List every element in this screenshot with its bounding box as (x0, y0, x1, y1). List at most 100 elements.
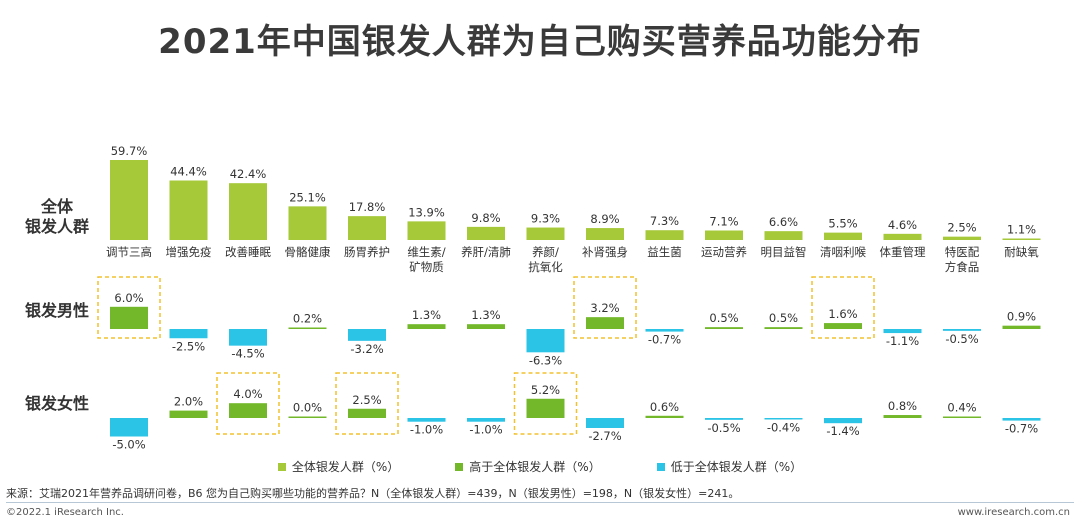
bar-above-female (943, 416, 981, 418)
data-label-male: 1.6% (828, 307, 857, 321)
bar-above-male (1002, 325, 1041, 329)
bar-above-female (348, 408, 386, 418)
data-label-female: -0.4% (767, 421, 800, 435)
row-label: 银发女性 (25, 394, 89, 413)
bar-overall (348, 216, 386, 240)
data-label-overall: 44.4% (170, 165, 207, 179)
data-label-female: 4.0% (233, 387, 262, 401)
footer-divider (6, 502, 1074, 503)
data-label-female: -1.4% (826, 424, 859, 438)
highlight-box (513, 372, 578, 435)
bar-below-male (169, 329, 208, 339)
data-label-female: 5.2% (531, 383, 560, 397)
category-label: 肠胃养护 (344, 245, 390, 259)
category-label: 益生菌 (647, 245, 682, 259)
category-label: 增强免疫 (166, 245, 212, 259)
bar-above-male (586, 317, 624, 329)
legend-swatch-overall (277, 462, 286, 471)
category-label: 耐缺氧 (1004, 245, 1039, 259)
data-label-overall: 42.4% (230, 167, 267, 181)
data-label-male: 0.9% (1007, 310, 1036, 324)
copyright: ©2022.1 iResearch Inc. (6, 507, 124, 518)
category-label: 维生素/ (407, 245, 445, 259)
website-link[interactable]: www.iresearch.com.cn (957, 507, 1070, 518)
legend-item-below: 低于全体银发人群（%） (656, 458, 803, 475)
bar-overall (288, 206, 327, 240)
bar-overall (110, 160, 148, 240)
bar-above-male (288, 327, 327, 329)
legend-swatch-above (455, 462, 464, 471)
bar-below-female (1002, 418, 1041, 421)
bar-overall (645, 230, 684, 240)
highlight-box (97, 276, 161, 339)
legend-swatch-below (656, 462, 665, 471)
data-label-female: -0.5% (707, 421, 740, 435)
category-label: 骨骼健康 (285, 245, 331, 259)
bar-above-male (764, 327, 803, 329)
data-label-female: -5.0% (112, 438, 145, 452)
category-label: 清咽利喉 (820, 245, 866, 259)
highlight-box (335, 372, 399, 435)
data-label-male: 1.3% (412, 308, 441, 322)
bar-overall (943, 236, 981, 240)
data-label-female: 2.5% (352, 393, 381, 407)
data-label-female: 2.0% (174, 395, 203, 409)
data-label-female: -1.0% (469, 423, 502, 437)
data-label-female: -1.0% (410, 423, 443, 437)
bar-overall (467, 226, 505, 240)
bar-below-female (467, 418, 505, 422)
bar-below-female (824, 418, 862, 424)
data-label-male: -4.5% (231, 347, 264, 361)
legend-label-below: 低于全体银发人群（%） (670, 460, 803, 474)
bar-overall (883, 233, 922, 240)
row-label: 全体 (40, 197, 74, 216)
category-label: 抗氧化 (528, 260, 563, 274)
bar-above-female (169, 410, 208, 418)
bar-below-female (586, 418, 624, 428)
data-label-overall: 17.8% (349, 200, 386, 214)
category-label: 养颜/ (532, 245, 559, 259)
bar-overall (169, 180, 208, 240)
bar-above-male (110, 306, 148, 329)
bar-above-female (645, 415, 684, 418)
legend-label-above: 高于全体银发人群（%） (469, 460, 601, 474)
bar-above-female (883, 415, 922, 418)
data-label-overall: 6.6% (769, 215, 798, 229)
data-label-male: 3.2% (590, 301, 619, 315)
data-label-male: 0.5% (769, 311, 798, 325)
row-label: 银发人群 (25, 217, 89, 236)
bar-below-male (645, 329, 684, 332)
category-label: 补肾强身 (582, 245, 628, 259)
bar-overall (229, 183, 267, 240)
data-label-male: 0.2% (293, 312, 322, 326)
data-label-overall: 59.7% (111, 144, 148, 158)
highlight-box (573, 276, 637, 339)
data-label-male: -3.2% (350, 342, 383, 356)
category-label: 特医配 (945, 245, 980, 259)
category-label: 矿物质 (409, 260, 444, 274)
data-label-overall: 1.1% (1007, 223, 1036, 237)
legend-label-overall: 全体银发人群（%） (291, 460, 400, 474)
data-label-male: 1.3% (471, 308, 500, 322)
legend: 全体银发人群（%） 高于全体银发人群（%） 低于全体银发人群（%） (0, 458, 1080, 475)
bar-below-female (705, 418, 743, 420)
category-label: 体重管理 (880, 245, 926, 259)
legend-item-above: 高于全体银发人群（%） (455, 458, 601, 475)
data-label-female: -0.7% (1005, 422, 1038, 436)
data-label-overall: 9.8% (471, 211, 500, 225)
bar-overall (586, 228, 624, 240)
data-label-female: 0.4% (947, 401, 976, 415)
bar-overall (705, 230, 743, 240)
data-label-overall: 25.1% (289, 190, 326, 204)
data-label-male: -2.5% (172, 339, 205, 353)
bar-overall (407, 221, 446, 240)
bar-below-male (229, 329, 267, 346)
data-label-male: -6.3% (529, 353, 562, 367)
data-label-overall: 9.3% (531, 212, 560, 226)
highlight-box (216, 372, 280, 435)
chart-title: 2021年中国银发人群为自己购买营养品功能分布 (158, 22, 922, 62)
data-label-overall: 4.6% (888, 218, 917, 232)
bar-below-male (943, 329, 981, 331)
category-label: 调节三高 (106, 245, 152, 259)
